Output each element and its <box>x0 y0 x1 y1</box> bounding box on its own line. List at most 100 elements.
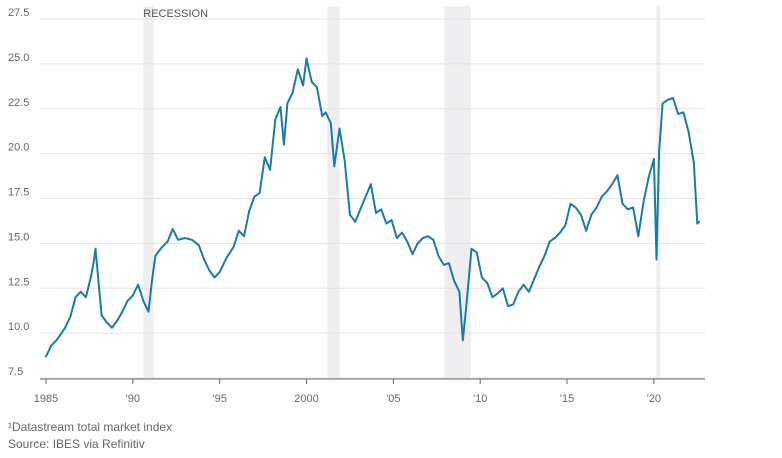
data-point <box>411 253 414 256</box>
data-point <box>458 290 461 293</box>
recession-band-1 <box>327 6 340 378</box>
data-point <box>64 326 67 329</box>
data-point <box>354 220 357 223</box>
data-point <box>279 106 282 108</box>
data-point <box>147 310 150 313</box>
data-point <box>369 183 372 186</box>
data-point <box>218 271 221 273</box>
data-point <box>286 102 289 105</box>
data-point <box>69 316 72 318</box>
data-point <box>237 229 240 232</box>
data-point <box>427 235 430 238</box>
data-point <box>481 276 483 279</box>
data-point <box>507 305 509 308</box>
data-point <box>692 161 695 164</box>
data-point <box>137 283 139 286</box>
data-point <box>661 102 664 105</box>
data-point <box>621 202 624 205</box>
data-point <box>395 237 398 239</box>
data-point <box>116 319 119 322</box>
data-point <box>527 290 530 293</box>
data-point <box>291 91 294 94</box>
x-tick-label: '90 <box>126 393 140 405</box>
data-point <box>491 296 494 299</box>
x-tick-label: 1985 <box>34 393 58 405</box>
data-point <box>197 244 200 247</box>
data-point <box>553 237 556 239</box>
y-tick-label: 10.0 <box>8 321 29 333</box>
data-point <box>448 262 450 265</box>
data-point <box>569 202 572 205</box>
data-point <box>166 240 169 243</box>
data-point <box>590 213 593 216</box>
data-point <box>626 208 629 211</box>
x-tick-label: 2000 <box>294 393 318 405</box>
recession-bands <box>143 6 660 378</box>
data-point <box>190 238 193 241</box>
data-point <box>302 84 304 87</box>
data-point <box>672 97 674 99</box>
data-point <box>324 111 327 114</box>
data-point <box>131 294 134 297</box>
y-tick-label: 15.0 <box>8 231 29 243</box>
data-point <box>177 238 179 241</box>
y-tick-label: 25.0 <box>8 52 29 64</box>
data-point <box>208 269 211 272</box>
data-point <box>616 174 619 177</box>
data-point <box>401 231 403 234</box>
data-point <box>512 303 515 306</box>
data-point <box>60 332 63 335</box>
data-point <box>159 247 162 250</box>
x-tick-label: '20 <box>647 393 661 405</box>
data-point <box>453 280 456 282</box>
data-point <box>475 251 478 254</box>
data-point <box>655 258 658 261</box>
data-point <box>126 299 129 302</box>
data-point <box>416 242 419 245</box>
data-point <box>652 158 655 160</box>
data-point <box>111 326 113 329</box>
data-point <box>375 211 377 214</box>
data-point <box>274 118 277 121</box>
y-tick-label: 20.0 <box>8 142 29 154</box>
y-tick-label: 27.5 <box>8 7 29 19</box>
data-point <box>585 229 588 232</box>
data-point <box>687 131 690 133</box>
data-point <box>305 57 308 60</box>
data-point <box>225 256 228 259</box>
data-point <box>359 208 362 211</box>
data-point <box>406 240 409 243</box>
data-point <box>606 190 608 193</box>
x-tick-label: '05 <box>386 393 400 405</box>
footnote: ¹Datastream total market index <box>8 420 173 434</box>
data-point <box>364 195 367 198</box>
data-point <box>637 235 640 238</box>
data-point <box>600 195 603 198</box>
data-point <box>543 255 546 257</box>
data-point <box>203 258 205 261</box>
data-point <box>310 80 313 83</box>
data-point <box>258 192 261 195</box>
data-point <box>647 176 650 178</box>
data-point <box>100 314 103 317</box>
data-point <box>632 206 634 209</box>
data-point <box>213 276 216 279</box>
data-point <box>517 290 520 293</box>
data-point <box>329 122 332 125</box>
data-point <box>642 201 645 203</box>
data-point <box>253 195 256 198</box>
data-point <box>682 111 685 114</box>
data-point <box>296 68 299 71</box>
data-point <box>461 339 464 342</box>
data-point <box>142 299 145 302</box>
data-point <box>564 224 567 227</box>
y-tick-label: 17.5 <box>8 187 29 199</box>
data-point <box>470 247 473 250</box>
data-point <box>533 278 535 281</box>
data-point <box>171 228 174 230</box>
data-point <box>574 206 577 209</box>
y-axis-labels: 7.5 10.0 12.5 15.0 17.5 20.0 22.5 25.0 27.5 <box>8 7 29 378</box>
data-point <box>666 98 669 101</box>
data-point <box>437 255 440 257</box>
